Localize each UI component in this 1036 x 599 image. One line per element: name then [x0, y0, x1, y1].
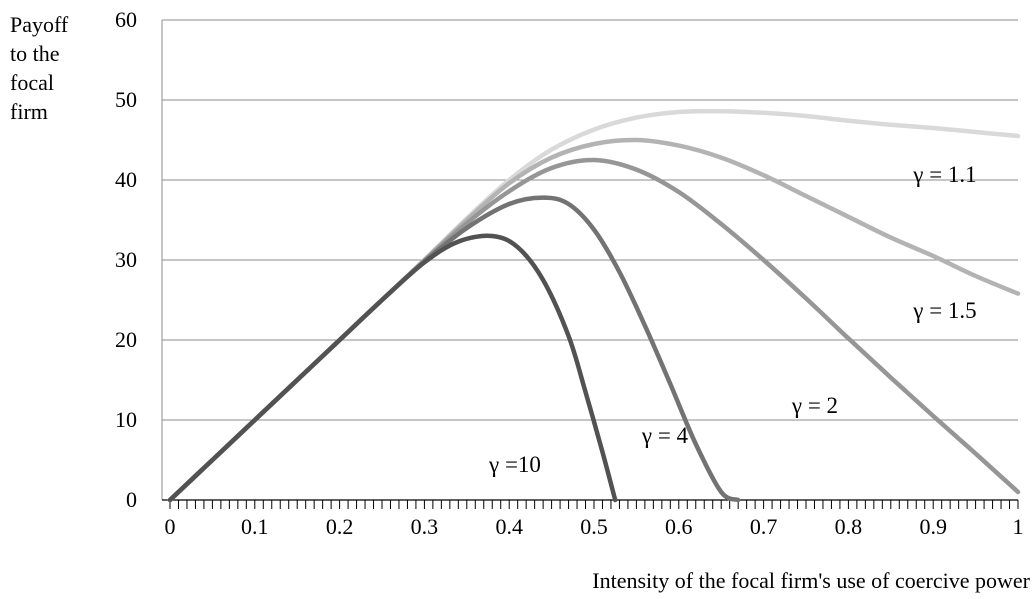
series-annotation: γ = 2	[791, 393, 838, 418]
x-tick-label: 0.2	[326, 514, 354, 539]
y-tick-label: 50	[115, 87, 137, 112]
y-axis-label-line: focal	[10, 70, 54, 95]
x-axis-label: Intensity of the focal firm's use of coe…	[592, 568, 1030, 593]
series-line-4	[167, 233, 618, 503]
y-tick-label: 0	[126, 487, 137, 512]
series-line-2	[167, 157, 1021, 503]
series-lines	[167, 108, 1021, 503]
x-tick-label: 0.3	[411, 514, 439, 539]
x-tick-label: 0.1	[241, 514, 269, 539]
x-axis	[162, 499, 1019, 509]
x-tick-labels: 0 0.1 0.2 0.3 0.4 0.5 0.6 0.7 0.8 0.9 1	[165, 514, 1024, 539]
x-tick-label: 0.8	[835, 514, 863, 539]
y-tick-label: 60	[115, 7, 137, 32]
x-tick-label: 0.5	[580, 514, 608, 539]
x-tick-label: 1	[1013, 514, 1024, 539]
y-tick-label: 10	[115, 407, 137, 432]
y-tick-label: 20	[115, 327, 137, 352]
series-annotations: γ = 1.1 γ = 1.5 γ = 2 γ = 4 γ =10	[488, 162, 977, 477]
y-axis-label-line: Payoff	[10, 12, 69, 37]
x-tick-label: 0.7	[750, 514, 778, 539]
x-tick-label: 0.6	[665, 514, 693, 539]
series-annotation: γ =10	[488, 452, 541, 477]
series-line-0	[167, 108, 1021, 503]
x-tick-label: 0.9	[919, 514, 947, 539]
series-annotation: γ = 1.1	[912, 162, 976, 187]
series-annotation: γ = 1.5	[912, 298, 976, 323]
gridlines	[161, 19, 1018, 500]
x-tick-label: 0	[165, 514, 176, 539]
y-axis-label-line: to the	[10, 41, 60, 66]
series-line-1	[167, 137, 1021, 503]
y-axis-label: Payoff to the focal firm	[10, 10, 110, 126]
y-tick-labels: 0 10 20 30 40 50 60	[115, 7, 137, 512]
x-tick-label: 0.4	[495, 514, 523, 539]
y-axis-label-line: firm	[10, 99, 48, 124]
y-tick-label: 30	[115, 247, 137, 272]
series-annotation: γ = 4	[641, 423, 689, 448]
y-tick-label: 40	[115, 167, 137, 192]
